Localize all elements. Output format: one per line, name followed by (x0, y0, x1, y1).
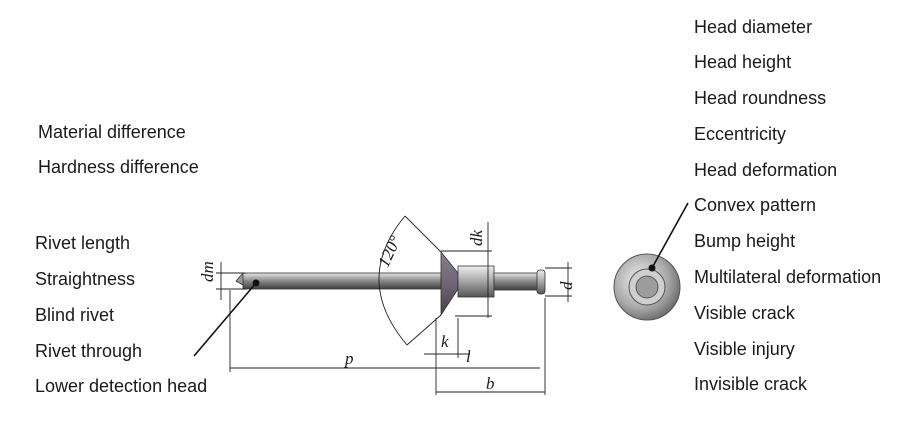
label-eccentricity: Eccentricity (694, 124, 787, 144)
label-rivet-length: Rivet length (35, 233, 131, 253)
rivet-countersunk-head (440, 250, 459, 317)
left-leader-line (193, 282, 257, 357)
label-head-deformation: Head deformation (694, 160, 838, 180)
label-bump-height: Bump height (694, 231, 796, 251)
rivet-body (457, 265, 495, 298)
right-leader-dot (648, 264, 656, 272)
rivet-stem (493, 272, 539, 291)
label-visible-injury: Visible injury (694, 339, 795, 359)
label-head-diameter: Head diameter (694, 17, 813, 37)
right-leader-line (651, 202, 689, 269)
label-straightness: Straightness (35, 269, 136, 289)
label-lower-detection-head: Lower detection head (35, 376, 208, 396)
label-blind-rivet: Blind rivet (35, 305, 115, 325)
dim-b-label: b (486, 374, 495, 393)
label-head-height: Head height (694, 52, 792, 72)
dim-p-label: p (345, 349, 354, 368)
label-visible-crack: Visible crack (694, 303, 795, 323)
label-material-difference: Material difference (38, 122, 186, 142)
label-rivet-through: Rivet through (35, 341, 143, 361)
label-hardness-difference: Hardness difference (38, 157, 199, 177)
dim-dk-label: dk (467, 229, 486, 246)
rivet-stem-end (536, 269, 546, 295)
label-head-roundness: Head roundness (694, 88, 827, 108)
left-leader-dot (252, 279, 260, 287)
label-invisible-crack: Invisible crack (694, 374, 808, 394)
rivet-head-core (635, 275, 659, 299)
label-multilateral-deformation: Multilateral deformation (694, 267, 882, 287)
dim-k-label: k (441, 332, 449, 351)
label-convex-pattern: Convex pattern (694, 195, 817, 215)
rivet-mandrel (242, 272, 442, 290)
dim-d-label: d (557, 281, 576, 291)
dimension-lines (216, 215, 572, 395)
dim-l-label: l (466, 347, 471, 366)
dim-dm-label: dm (198, 261, 217, 282)
